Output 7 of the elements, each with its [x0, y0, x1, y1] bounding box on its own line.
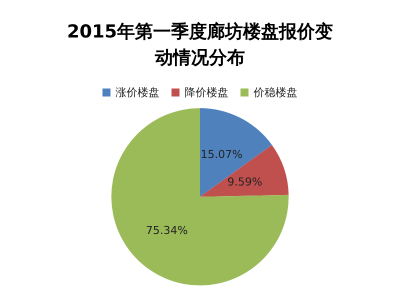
- legend-label: 价稳楼盘: [252, 86, 298, 99]
- data-label: 15.07%: [200, 148, 243, 162]
- data-label: 9.59%: [227, 175, 262, 188]
- data-label: 75.34%: [146, 224, 188, 238]
- chart-title: 2015年第一季度廊坊楼盘报价变动情况分布: [66, 22, 334, 68]
- legend-label: 降价楼盘: [184, 86, 228, 99]
- legend-label: 涨价楼盘: [116, 86, 160, 99]
